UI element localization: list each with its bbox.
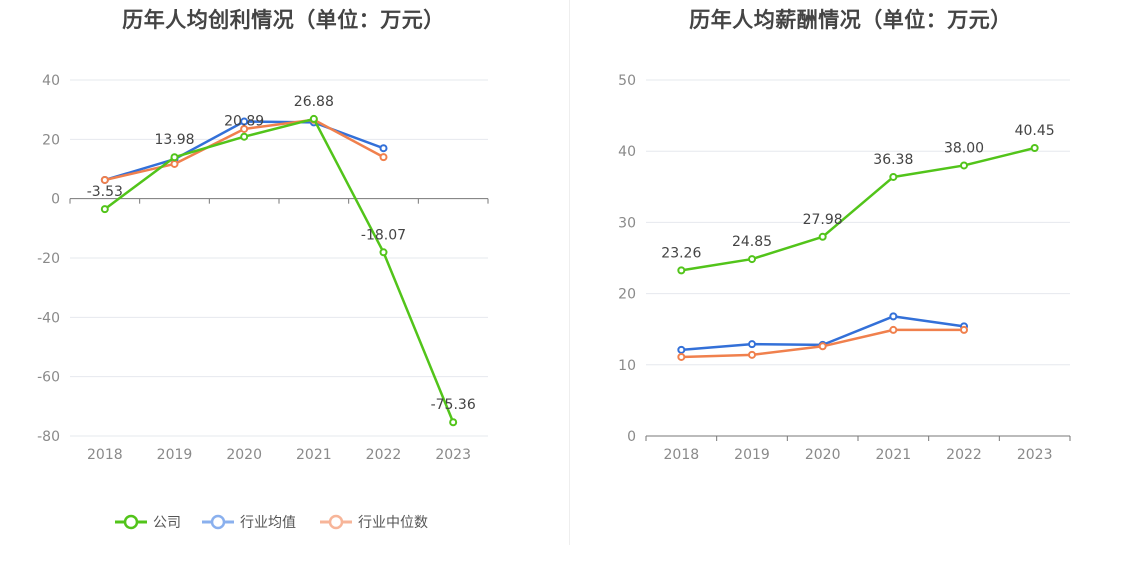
panel-divider: [569, 0, 570, 545]
y-tick-label: 20: [42, 132, 60, 148]
data-label: 20.89: [224, 114, 264, 130]
data-point: [748, 340, 756, 349]
y-tick-label: 30: [618, 215, 636, 231]
x-tick-label: 2020: [226, 447, 262, 463]
legend-item: 行业均值: [202, 514, 296, 531]
x-tick-label: 2022: [366, 447, 402, 463]
salary-chart-panel: 历年人均薪酬情况（单位：万元） 50 40 30 20 10 0 2018 2019 2020 2…: [567, 0, 1134, 582]
x-tick-label: 2023: [1017, 447, 1053, 463]
y-tick-label: 10: [618, 358, 636, 374]
y-tick-label: 40: [42, 73, 60, 89]
salary-chart: 50 40 30 20 10 0 2018 2019 2020 2021 2022 2023 23.26…: [618, 73, 1071, 463]
data-point: [449, 418, 458, 427]
x-tick-label: 2021: [296, 447, 332, 463]
y-tick-label: -80: [37, 429, 60, 445]
data-label: 13.98: [154, 132, 194, 148]
series-line: [104, 117, 455, 423]
data-point: [240, 117, 249, 126]
data-label: -75.36: [431, 397, 476, 413]
data-point: [1030, 143, 1039, 152]
data-point: [100, 205, 109, 214]
legend-label: 行业均值: [240, 515, 296, 531]
profit-chart: 40 20 0 -20 -40 -60 -80 2018 2019 2020 2021 2022 202…: [37, 73, 489, 531]
data-point: [379, 153, 388, 162]
data-point: [100, 175, 109, 184]
x-tick-label: 2019: [734, 447, 770, 463]
profit-chart-panel: 历年人均创利情况（单位：万元） 40 20 0 -20 -40 -60 -80 2018 201…: [37, 8, 489, 531]
legend-label: 行业中位数: [358, 515, 428, 531]
data-label: 24.85: [732, 234, 772, 250]
data-label: 23.26: [661, 245, 701, 261]
data-label: 26.88: [294, 94, 334, 110]
y-tick-label: -40: [37, 310, 60, 326]
chart-title: 历年人均薪酬情况（单位：万元）: [689, 8, 1012, 32]
y-tick-label: 0: [627, 429, 636, 445]
legend-marker: [210, 514, 226, 530]
data-label: 27.98: [803, 212, 843, 228]
legend-marker: [328, 514, 344, 530]
data-point: [677, 266, 686, 275]
data-point: [889, 172, 898, 181]
x-tick-label: 2020: [805, 447, 841, 463]
data-point: [818, 232, 827, 241]
data-point: [309, 114, 318, 123]
data-point: [960, 161, 968, 170]
data-point: [748, 350, 756, 359]
data-point: [677, 345, 686, 354]
legend-item: 行业中位数: [320, 514, 428, 531]
data-point: [240, 124, 249, 133]
y-tick-label: -60: [37, 370, 60, 386]
x-tick-label: 2023: [435, 447, 471, 463]
legend-label: 公司: [153, 515, 181, 531]
chart-title: 历年人均创利情况（单位：万元）: [122, 8, 445, 32]
data-label: -3.53: [87, 184, 123, 200]
x-tick-label: 2018: [87, 447, 123, 463]
data-point: [379, 144, 388, 153]
series-line: [681, 146, 1035, 272]
y-tick-label: 0: [51, 192, 60, 208]
data-point: [748, 255, 756, 264]
data-label: 36.38: [873, 152, 913, 168]
x-tick-label: 2022: [946, 447, 982, 463]
data-label: 40.45: [1015, 123, 1055, 139]
data-point: [960, 325, 968, 334]
data-point: [677, 352, 686, 361]
data-point: [889, 325, 898, 334]
legend-marker: [123, 514, 139, 530]
data-label: -18.07: [361, 227, 406, 243]
x-tick-label: 2018: [664, 447, 700, 463]
data-point: [170, 159, 179, 168]
x-tick-label: 2019: [157, 447, 193, 463]
y-tick-label: 50: [618, 73, 636, 89]
data-point: [889, 312, 898, 321]
y-tick-label: 40: [618, 144, 636, 160]
data-point: [818, 342, 827, 351]
data-point: [170, 153, 179, 162]
data-point: [379, 248, 388, 257]
x-tick-label: 2021: [876, 447, 912, 463]
y-tick-label: -20: [37, 251, 60, 267]
data-label: 38.00: [944, 140, 984, 156]
y-tick-label: 20: [618, 287, 636, 303]
legend-item: 公司: [115, 514, 181, 531]
data-point: [240, 132, 249, 141]
